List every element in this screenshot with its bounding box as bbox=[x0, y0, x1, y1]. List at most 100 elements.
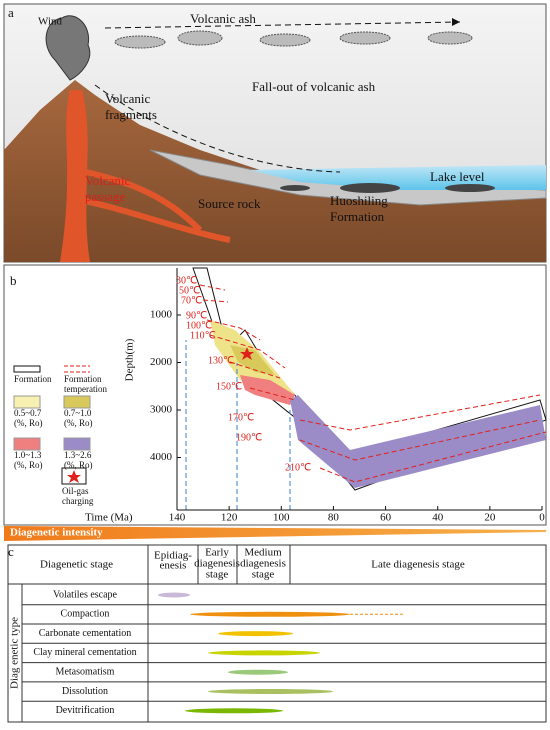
label: Huoshiling bbox=[330, 193, 388, 208]
legend-label: (%, Ro) bbox=[64, 460, 93, 470]
x-tick-label: 80 bbox=[328, 512, 340, 524]
x-axis-label: Time (Ma) bbox=[85, 512, 133, 524]
legend-label: charging bbox=[62, 496, 94, 506]
legend-label: Formation bbox=[14, 374, 52, 384]
source-lens bbox=[280, 185, 310, 191]
x-tick-label: 140 bbox=[169, 512, 186, 524]
legend-label: temperation bbox=[64, 384, 107, 394]
panel-c: c Diagenetic stage Diag enetic type Epid… bbox=[7, 544, 547, 723]
legend bbox=[13, 365, 91, 485]
isotherm-label: 170℃ bbox=[228, 412, 254, 423]
process-range bbox=[218, 631, 293, 637]
sills bbox=[77, 167, 231, 243]
label: Source rock bbox=[198, 196, 261, 211]
panel-label: c bbox=[8, 544, 14, 559]
stage-label: diagenesis bbox=[240, 558, 286, 570]
label: Volcanic bbox=[85, 173, 130, 188]
process-range bbox=[208, 689, 333, 694]
label: Lake level bbox=[430, 169, 485, 184]
legend-label: 0.7~1.0 bbox=[64, 408, 92, 418]
label: Fall-out of volcanic ash bbox=[252, 79, 376, 94]
source-lens bbox=[445, 184, 495, 192]
process-range bbox=[228, 669, 288, 675]
y-tick-label: 3000 bbox=[150, 404, 173, 416]
legend-label: 1.0~1.3 bbox=[14, 450, 42, 460]
row-label: Dissolution bbox=[62, 686, 108, 697]
isotherm-label: 190℃ bbox=[236, 432, 262, 443]
stage-label: Late diagenesis stage bbox=[371, 559, 465, 571]
y-tick-label: 2000 bbox=[150, 356, 173, 368]
legend-label: Formation bbox=[64, 374, 102, 384]
header: Diag enetic type bbox=[9, 617, 21, 689]
label: Volcanic bbox=[105, 91, 150, 106]
row-label: Compaction bbox=[61, 609, 110, 620]
intensity-bar bbox=[4, 526, 546, 541]
intensity-label: Diagenetic intensity bbox=[10, 527, 103, 539]
isotherm-label: 110℃ bbox=[190, 330, 216, 341]
plume bbox=[45, 15, 91, 81]
x-tick-label: 40 bbox=[432, 512, 444, 524]
lake bbox=[250, 165, 546, 190]
x-tick-label: 60 bbox=[380, 512, 392, 524]
x-tick-label: 0 bbox=[539, 512, 545, 524]
isotherm-label: 150℃ bbox=[216, 381, 242, 392]
row-label: Devitrification bbox=[56, 705, 115, 716]
ro-zone bbox=[240, 375, 295, 405]
stage-label: stage bbox=[252, 569, 275, 581]
y-tick-label: 1000 bbox=[150, 309, 173, 321]
row-label: Volatiles escape bbox=[53, 589, 118, 600]
x-tick-label: 20 bbox=[484, 512, 496, 524]
y-axis-label: Depth(m) bbox=[124, 338, 136, 381]
stage-label: Early bbox=[205, 547, 229, 559]
isotherm-label: 100℃ bbox=[186, 320, 212, 331]
process-range bbox=[190, 611, 350, 617]
isotherm-label: 130℃ bbox=[208, 355, 234, 366]
row-label: Carbonate cementation bbox=[39, 628, 131, 639]
legend-label: (%, Ro) bbox=[64, 418, 93, 428]
legend-label: 0.5~0.7 bbox=[14, 408, 42, 418]
source-lens bbox=[340, 183, 400, 193]
isotherm-label: 30℃ bbox=[176, 275, 197, 286]
ro-zone bbox=[290, 395, 546, 488]
legend-label: Oil-gas bbox=[62, 486, 89, 496]
stage-label: Epidiag- bbox=[154, 550, 192, 562]
isotherm-label: 50℃ bbox=[179, 285, 200, 296]
ash-clouds bbox=[114, 30, 473, 49]
panel-b: b Time (Ma) Depth(m) 140 120 100 80 60 40 20 0 1… bbox=[3, 264, 547, 526]
isotherms bbox=[199, 284, 547, 483]
process-range bbox=[185, 708, 283, 714]
charging-lines bbox=[185, 340, 291, 510]
x-tick-label: 100 bbox=[273, 512, 290, 524]
ash-arrow bbox=[104, 21, 461, 29]
isotherm-label: 90℃ bbox=[186, 310, 207, 321]
legend-label: 1.3~2.6 bbox=[64, 450, 92, 460]
arrowhead bbox=[452, 18, 460, 26]
oil-star bbox=[240, 347, 254, 360]
legend-label: (%, Ro) bbox=[14, 460, 43, 470]
header: Diagenetic stage bbox=[40, 559, 113, 571]
isotherm-label: 210℃ bbox=[285, 462, 311, 473]
y-tick-label: 4000 bbox=[150, 451, 173, 463]
stage-label: diagenesis bbox=[194, 558, 240, 570]
label: Wind bbox=[38, 16, 62, 28]
label: fragments bbox=[105, 107, 157, 122]
isotherm-label: 70℃ bbox=[181, 295, 202, 306]
stage-label: enesis bbox=[160, 560, 187, 572]
label: passage bbox=[85, 189, 126, 204]
stage-label: stage bbox=[206, 569, 229, 581]
stage-label: Medium bbox=[244, 547, 282, 559]
process-range bbox=[158, 592, 190, 598]
panel-a: a Wind Volcanic ash Fall-out of volcanic… bbox=[3, 3, 547, 263]
x-tick-label: 120 bbox=[221, 512, 238, 524]
label: Formation bbox=[330, 209, 385, 224]
panel-label: b bbox=[10, 273, 17, 288]
legend-label: (%, Ro) bbox=[14, 418, 43, 428]
label: Volcanic ash bbox=[190, 11, 256, 26]
row-label: Clay mineral cementation bbox=[33, 647, 136, 658]
process-range bbox=[208, 650, 320, 656]
panel-label: a bbox=[8, 5, 14, 20]
row-label: Metasomatism bbox=[56, 666, 115, 677]
volcanic-passage bbox=[60, 90, 90, 262]
fragment-arrow bbox=[94, 84, 341, 173]
